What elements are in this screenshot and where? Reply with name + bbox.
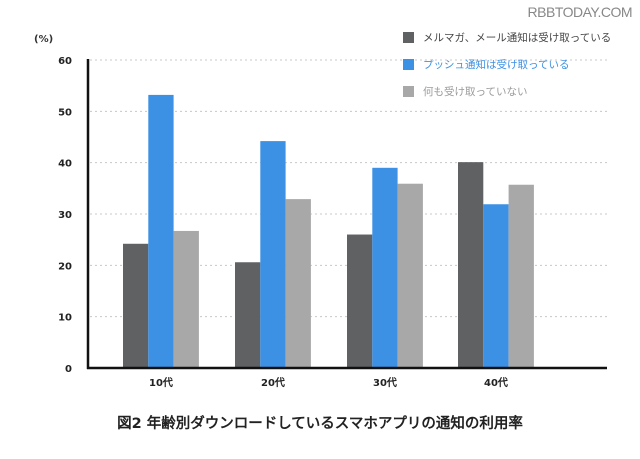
x-tick-label: 10代 — [149, 376, 173, 389]
y-tick-label: 10 — [58, 313, 72, 324]
legend-label-none: 何も受け取っていない — [423, 86, 528, 98]
bar-email-0 — [123, 243, 149, 368]
legend-item-email: メルマガ、メール通知は受け取っている — [403, 30, 611, 45]
bar-push-2 — [372, 167, 398, 368]
bar-email-2 — [347, 234, 373, 368]
legend-swatch-none — [403, 86, 414, 97]
legend-label-push: プッシュ通知は受け取っている — [423, 59, 570, 71]
legend: メルマガ、メール通知は受け取っている プッシュ通知は受け取っている 何も受け取っ… — [403, 30, 611, 111]
x-tick-label: 20代 — [261, 376, 285, 389]
y-axis-unit-label: (%) — [34, 34, 54, 45]
bar-push-0 — [148, 94, 174, 368]
bar-none-3 — [508, 184, 534, 368]
y-tick-label: 40 — [58, 159, 72, 170]
bars — [123, 94, 534, 368]
y-tick-label: 0 — [65, 364, 72, 375]
y-tick-label: 20 — [58, 261, 72, 272]
y-tick-label: 50 — [58, 107, 72, 118]
bar-none-0 — [173, 230, 199, 368]
legend-item-none: 何も受け取っていない — [403, 84, 611, 99]
chart-title: 図2 年齢別ダウンロードしているスマホアプリの通知の利用率 — [117, 416, 523, 432]
legend-swatch-email — [403, 32, 414, 43]
legend-label-email: メルマガ、メール通知は受け取っている — [423, 32, 612, 44]
legend-swatch-push — [403, 59, 414, 70]
bar-email-3 — [458, 162, 484, 368]
y-tick-label: 30 — [58, 210, 72, 221]
bar-none-1 — [285, 199, 311, 368]
bar-none-2 — [397, 183, 423, 368]
x-tick-label: 40代 — [484, 376, 508, 389]
bar-push-3 — [483, 204, 509, 368]
bar-push-1 — [260, 141, 286, 368]
bar-chart: 0 10 20 30 40 50 60 10代 20代 30代 40代 — [58, 56, 607, 389]
y-tick-label: 60 — [58, 56, 72, 67]
bar-email-1 — [235, 262, 261, 368]
x-tick-label: 30代 — [373, 376, 397, 389]
x-axis-ticks: 10代 20代 30代 40代 — [149, 376, 508, 389]
legend-item-push: プッシュ通知は受け取っている — [403, 57, 611, 72]
watermark: RBBTODAY.COM — [527, 4, 633, 20]
y-axis-ticks: 0 10 20 30 40 50 60 — [58, 56, 72, 375]
